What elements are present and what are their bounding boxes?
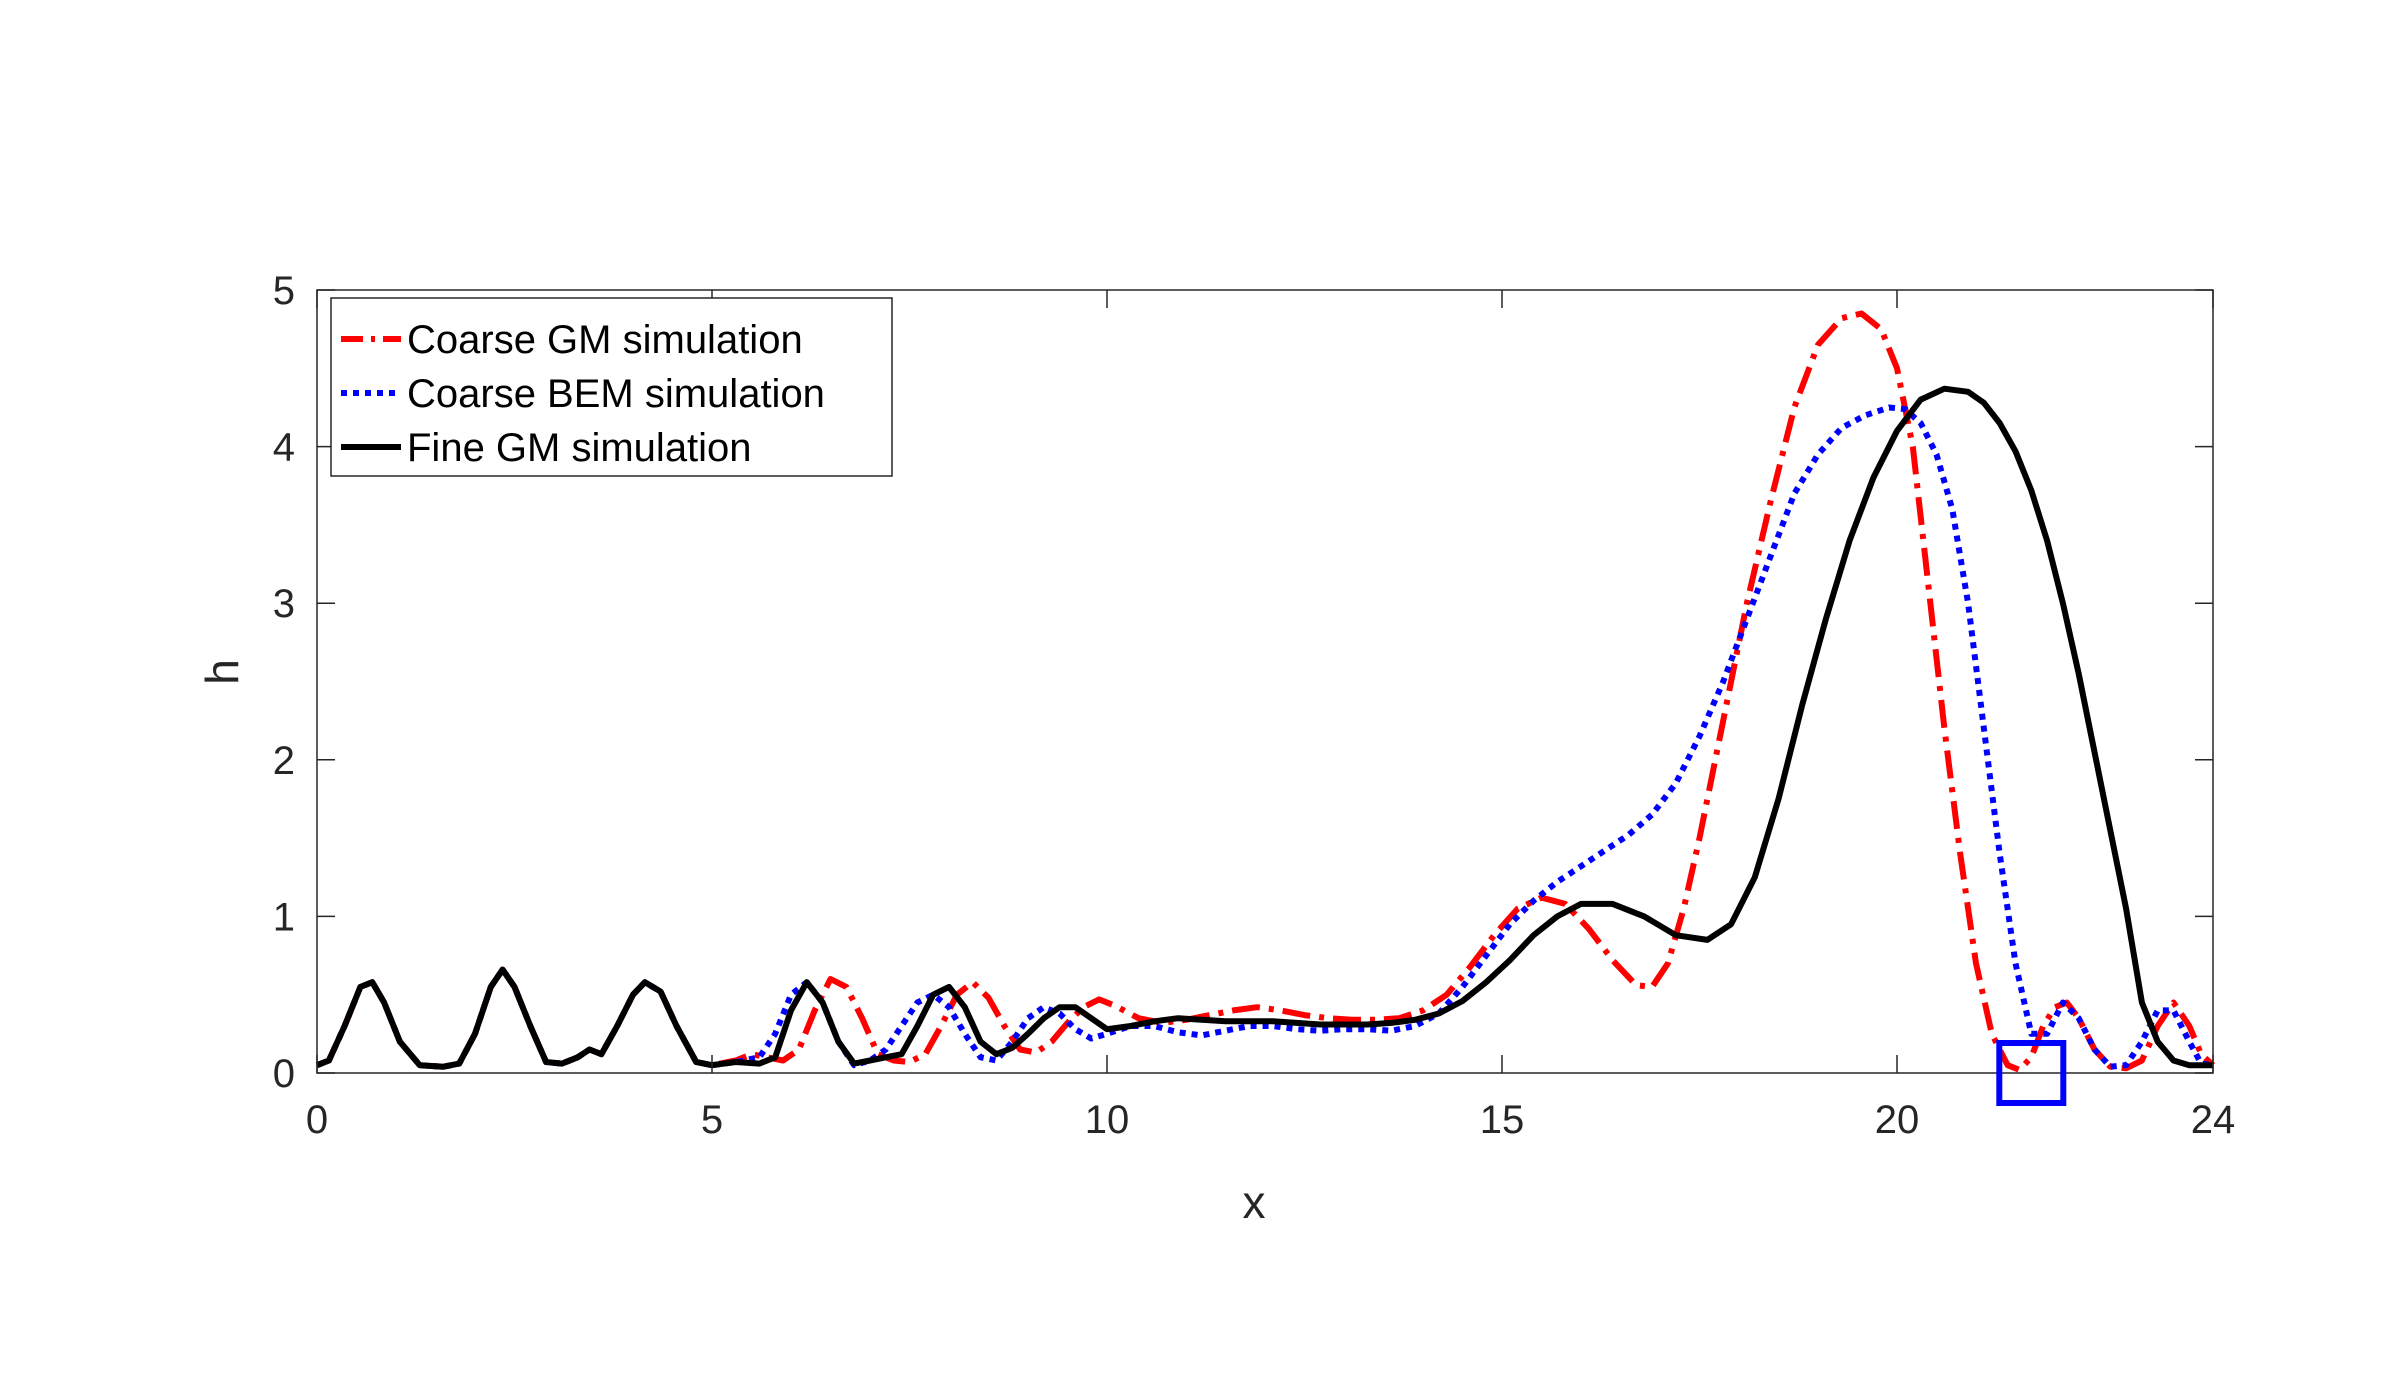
y-tick-label: 4 xyxy=(273,426,295,470)
legend-box xyxy=(330,297,893,477)
series-line-fine-gm-simulation xyxy=(315,385,2213,1070)
x-tick-label: 15 xyxy=(1480,1098,1525,1142)
highlight-square xyxy=(1996,1040,2067,1106)
x-tick-label: 10 xyxy=(1085,1098,1130,1142)
ticks: 0 5 10 15 20 24 0 1 2 3 4 5 xyxy=(273,269,2236,1142)
y-tick-label: 2 xyxy=(273,739,295,783)
series-line-coarse-bem-simulation xyxy=(315,404,2214,1070)
axes-box xyxy=(316,289,2214,1074)
axes xyxy=(316,289,2214,1074)
legend-label-coarse-bem: Coarse BEM simulation xyxy=(407,372,825,416)
legend: Coarse GM simulation Coarse BEM simulati… xyxy=(330,297,893,477)
legend-label-coarse-gm: Coarse GM simulation xyxy=(407,318,803,362)
y-tick-label: 1 xyxy=(273,895,295,939)
x-tick-label: 20 xyxy=(1875,1098,1920,1142)
y-tick-label: 5 xyxy=(273,269,295,313)
x-tick-label: 5 xyxy=(701,1098,723,1142)
legend-label-fine-gm: Fine GM simulation xyxy=(407,426,752,470)
annotation-marker xyxy=(1996,1040,2067,1106)
plot-area xyxy=(315,310,2216,1073)
y-tick-label: 3 xyxy=(273,582,295,626)
x-axis-label: x xyxy=(1243,1176,1266,1228)
y-tick-label: 0 xyxy=(273,1052,295,1096)
y-axis-label: h xyxy=(196,659,248,685)
x-tick-label: 24 xyxy=(2191,1098,2236,1142)
x-tick-label: 0 xyxy=(306,1098,328,1142)
